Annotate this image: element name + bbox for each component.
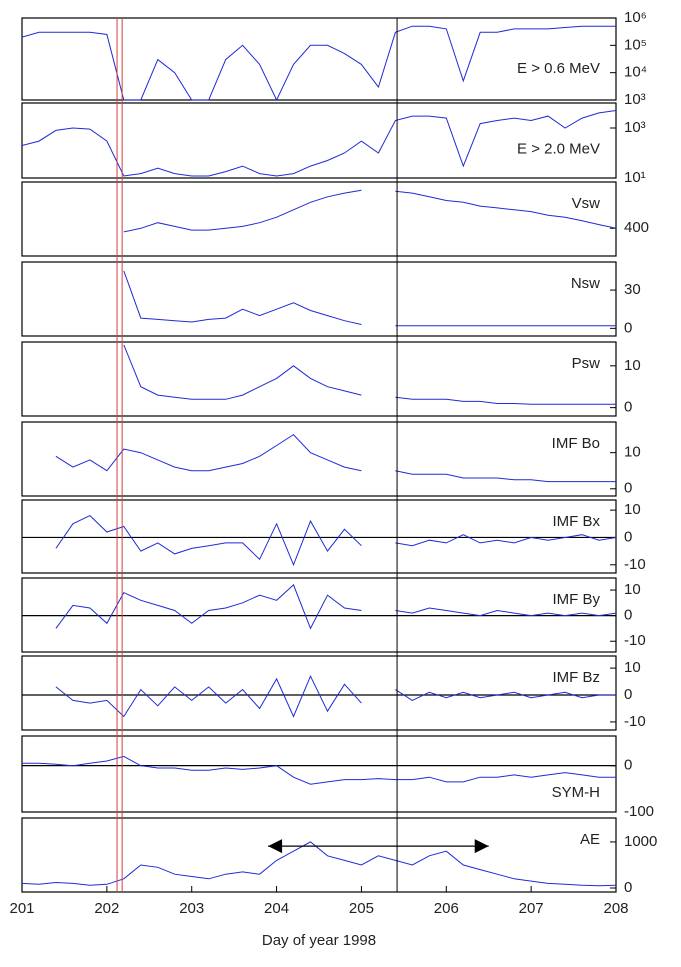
panel-frame: [21, 341, 617, 417]
data-line: [123, 270, 616, 327]
y-tick-label: 10: [624, 357, 641, 374]
y-tick-label: 0: [624, 686, 632, 703]
panel-frame: [21, 817, 617, 893]
data-line: [21, 841, 617, 887]
x-tick-label: 206: [434, 900, 459, 917]
y-tick-label: -10: [624, 632, 646, 649]
y-tick-label: 30: [624, 281, 641, 298]
panel-label: Vsw: [572, 195, 601, 212]
y-tick-label: 0: [624, 528, 632, 545]
panel-label: SYM-H: [552, 784, 600, 801]
y-tick-label: 0: [624, 480, 632, 497]
panel-label: Nsw: [571, 275, 600, 292]
y-tick-label: 10: [624, 444, 641, 461]
data-line: [55, 584, 617, 630]
y-tick-label: 10: [624, 581, 641, 598]
x-axis-label: Day of year 1998: [262, 932, 376, 949]
panel-label: IMF Bz: [553, 669, 601, 686]
panel-frame: [21, 17, 617, 101]
y-tick-label: 10³: [624, 119, 646, 136]
x-tick-label: 202: [94, 900, 119, 917]
y-tick-label: 10: [624, 501, 641, 518]
panel-label: Psw: [572, 355, 601, 372]
panel-frame: [21, 421, 617, 497]
y-tick-label: 0: [624, 399, 632, 416]
x-tick-label: 205: [349, 900, 374, 917]
y-tick-label: 0: [624, 319, 632, 336]
y-tick-label: 0: [624, 757, 632, 774]
panel-frame: [21, 102, 617, 179]
x-tick-label: 203: [179, 900, 204, 917]
panel-frame: [21, 655, 617, 731]
y-tick-label: 10¹: [624, 169, 646, 186]
panel-label: E > 0.6 MeV: [517, 60, 600, 77]
panel-frame: [21, 261, 617, 337]
y-tick-label: 10⁶: [624, 9, 647, 26]
panel-frame: [21, 181, 617, 257]
x-tick-label: 208: [603, 900, 628, 917]
panel-label: E > 2.0 MeV: [517, 140, 600, 157]
y-tick-label: 10⁴: [624, 64, 647, 81]
panel-frame: [21, 499, 617, 574]
y-tick-label: 0: [624, 879, 632, 896]
data-line: [22, 755, 616, 785]
y-tick-label: -10: [624, 556, 646, 573]
y-tick-label: 400: [624, 219, 649, 236]
y-tick-label: 1000: [624, 833, 657, 850]
y-tick-label: 10⁵: [624, 36, 647, 53]
x-tick-label: 201: [9, 900, 34, 917]
panel-label: AE: [580, 831, 600, 848]
y-tick-label: -100: [624, 803, 654, 820]
data-line: [55, 514, 617, 567]
y-tick-label: 10³: [624, 91, 646, 108]
panel-label: IMF Bx: [553, 513, 601, 530]
y-tick-label: 10: [624, 659, 641, 676]
data-line: [123, 344, 616, 405]
panel-label: IMF Bo: [552, 435, 600, 452]
data-line: [21, 110, 617, 177]
y-tick-label: 0: [624, 607, 632, 624]
panel-label: IMF By: [553, 591, 601, 608]
panel-frame: [21, 735, 617, 813]
panel-frame: [21, 577, 617, 653]
y-tick-label: -10: [624, 713, 646, 730]
x-tick-label: 204: [264, 900, 289, 917]
data-line: [123, 189, 617, 233]
x-tick-label: 207: [519, 900, 544, 917]
data-line: [55, 674, 616, 718]
data-line: [21, 25, 616, 102]
data-line: [55, 433, 616, 483]
